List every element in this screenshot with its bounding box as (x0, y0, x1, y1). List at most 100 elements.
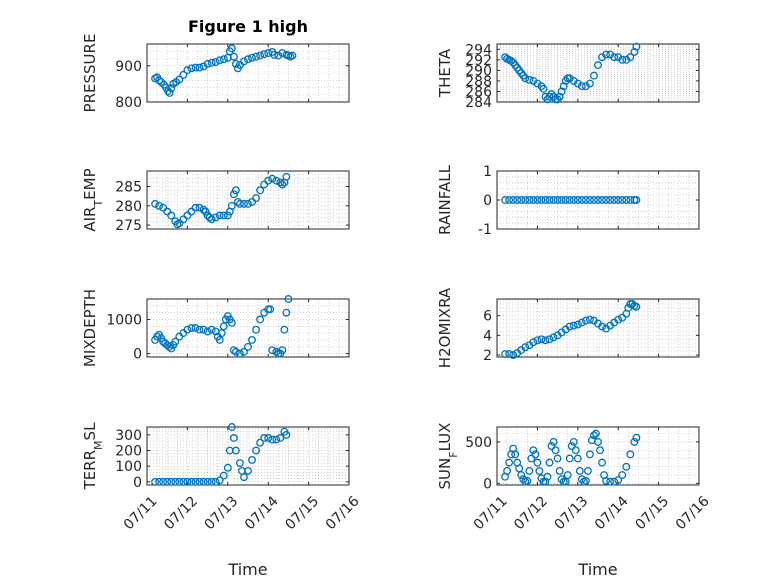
x-tick-label: 07/12 (511, 493, 551, 533)
y-tick-label: 100 (115, 459, 142, 475)
data-point (229, 52, 238, 61)
data-point (549, 196, 558, 204)
data-point (240, 347, 248, 356)
data-point (167, 84, 176, 93)
data-point (590, 71, 598, 80)
data-point (282, 308, 291, 317)
data-point (575, 466, 584, 475)
data-point (537, 335, 546, 344)
data-point (264, 176, 273, 185)
y-axis-label: AIRTEMP (81, 168, 105, 231)
data-point (252, 52, 261, 61)
data-point (632, 196, 641, 204)
data-point (229, 346, 238, 355)
data-point (596, 446, 604, 455)
data-point (179, 477, 188, 486)
data-point (231, 186, 240, 195)
data-point (598, 458, 606, 467)
data-point (229, 434, 238, 442)
y-tick-label: 285 (115, 179, 142, 195)
data-point (235, 459, 244, 468)
data-point (280, 325, 289, 334)
data-point (244, 55, 252, 64)
x-tick-label: 07/15 (632, 493, 672, 533)
data-point (517, 196, 526, 204)
data-point (569, 321, 578, 330)
data-point (183, 477, 192, 486)
y-tick-label: 1 (483, 164, 492, 180)
data-point (179, 70, 188, 79)
data-point (203, 327, 212, 336)
y-axis-label: SUNFLUX (436, 423, 460, 490)
data-point (581, 316, 590, 325)
x-tick-label: 07/13 (552, 493, 592, 533)
data-point (531, 450, 540, 459)
data-point (159, 477, 168, 486)
data-point (602, 196, 611, 204)
axes-box (496, 43, 700, 103)
data-point (573, 196, 582, 204)
data-point (195, 203, 204, 212)
y-tick-label: 2 (483, 348, 492, 364)
data-point (553, 454, 562, 463)
data-point (577, 196, 586, 204)
data-point (284, 295, 293, 303)
data-point (592, 429, 600, 438)
y-tick-label: 294 (465, 42, 492, 58)
y-tick-label: 290 (465, 63, 492, 79)
data-point (167, 211, 176, 220)
y-tick-label: 6 (483, 309, 492, 325)
data-point (626, 53, 635, 62)
data-point (618, 55, 627, 64)
data-point (529, 446, 538, 455)
data-point (509, 351, 518, 359)
x-tick-label: 07/14 (242, 493, 282, 533)
data-point (598, 322, 606, 331)
data-point (573, 320, 582, 329)
data-point (260, 50, 269, 59)
data-point (549, 333, 558, 342)
data-point (207, 215, 216, 224)
data-point (272, 176, 281, 185)
data-point (541, 477, 550, 486)
data-point (244, 342, 252, 351)
data-point (557, 196, 566, 204)
y-tick-label: 0 (133, 347, 142, 363)
data-point (553, 196, 562, 204)
data-point (211, 58, 220, 67)
data-point (630, 437, 639, 446)
data-point (223, 211, 232, 220)
y-tick-label: 275 (115, 218, 142, 234)
data-point (153, 332, 162, 341)
data-point (503, 466, 512, 475)
data-point (252, 194, 261, 203)
data-point (602, 50, 611, 59)
data-point (513, 196, 522, 204)
data-point (555, 466, 564, 475)
data-point (525, 75, 534, 84)
data-point (529, 196, 538, 204)
data-point (248, 335, 256, 344)
data-point (509, 196, 518, 204)
data-point (561, 196, 570, 204)
data-point (175, 477, 184, 486)
data-point (151, 477, 160, 486)
data-point (547, 442, 556, 451)
data-point (505, 458, 514, 467)
data-point (282, 430, 291, 439)
data-point (537, 196, 546, 204)
data-point (541, 336, 550, 345)
data-point (187, 64, 196, 73)
data-point (583, 466, 592, 475)
data-point (618, 196, 627, 204)
data-point (539, 84, 548, 93)
data-point (219, 471, 228, 480)
data-point (195, 325, 204, 334)
y-tick-label: 0 (133, 475, 142, 491)
data-point (223, 463, 232, 472)
data-point (207, 58, 216, 67)
data-point (203, 477, 212, 486)
y-tick-label: 288 (465, 74, 492, 90)
data-point (288, 51, 297, 60)
data-point (240, 57, 248, 66)
